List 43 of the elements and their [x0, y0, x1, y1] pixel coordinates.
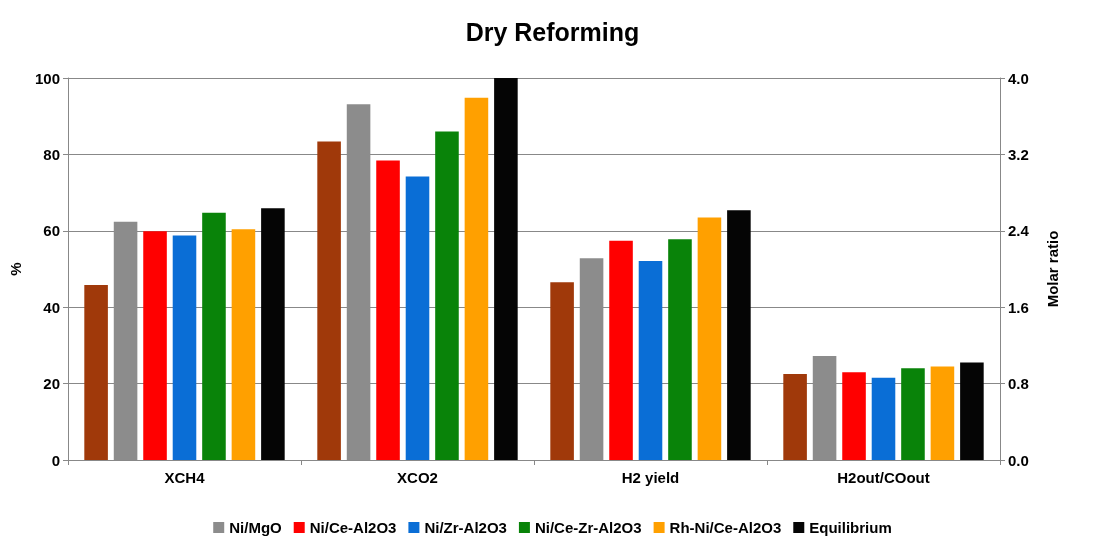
legend-label: Ni/MgO	[229, 519, 283, 536]
legend-label: Ni/Ce-Zr-Al2O3	[534, 519, 642, 536]
bar	[84, 285, 108, 460]
bar	[638, 260, 663, 460]
bar	[668, 239, 692, 460]
y-axis-title: %	[7, 262, 24, 276]
bar	[172, 235, 197, 460]
bar	[494, 78, 518, 460]
y-tick-label: 0	[51, 451, 60, 469]
bar	[231, 229, 256, 460]
bar	[143, 231, 167, 460]
legend-label: Rh-Ni/Ce-Al2O3	[669, 519, 782, 536]
bar	[727, 210, 751, 460]
x-tick-label: H2 yield	[621, 469, 680, 486]
bar	[609, 240, 633, 460]
chart-title: Dry Reforming	[465, 17, 640, 46]
legend-label: Equilibrium	[809, 519, 892, 536]
y2-tick-label: 2.4	[1008, 222, 1030, 240]
y2-tick-label: 4.0	[1008, 69, 1029, 87]
y-tick-label: 40	[43, 298, 60, 316]
legend-label: Ni/Zr-Al2O3	[424, 519, 507, 536]
legend-label: Ni/Ce-Al2O3	[309, 519, 397, 536]
bar	[202, 212, 226, 460]
y-tick-label: 100	[34, 69, 60, 87]
bar	[317, 141, 341, 460]
y2-tick-label: 3.2	[1008, 145, 1029, 163]
bar	[697, 217, 722, 460]
bar	[376, 160, 400, 460]
bar	[405, 176, 430, 460]
x-tick-label: XCO2	[397, 469, 438, 486]
y-tick-label: 20	[43, 375, 60, 393]
x-tick-label: XCH4	[164, 469, 206, 486]
y-tick-label: 60	[43, 222, 60, 240]
y2-axis-title: Molar ratio	[1044, 230, 1061, 308]
bar	[464, 97, 489, 460]
y2-tick-label: 0.8	[1008, 375, 1029, 393]
y2-tick-label: 0.0	[1008, 451, 1029, 469]
y-tick-label: 80	[43, 145, 60, 163]
bar	[261, 208, 285, 460]
bar	[550, 282, 574, 460]
bar	[435, 131, 459, 460]
y2-tick-label: 1.6	[1008, 298, 1029, 316]
x-tick-label: H2out/COout	[837, 469, 930, 486]
